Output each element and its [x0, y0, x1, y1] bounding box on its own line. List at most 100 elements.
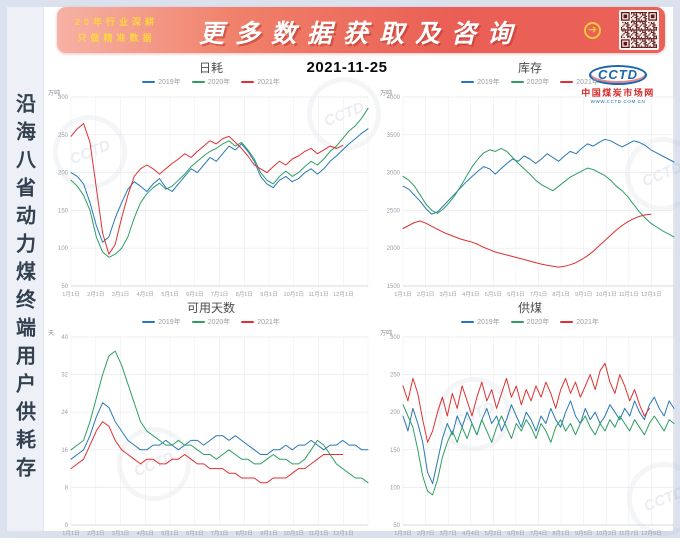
- promo-line1: 20年行业深耕: [75, 17, 159, 27]
- svg-text:32: 32: [61, 373, 68, 379]
- svg-text:万吨: 万吨: [380, 329, 392, 337]
- svg-text:万吨: 万吨: [380, 89, 392, 97]
- svg-text:9月1日: 9月1日: [575, 291, 592, 298]
- chart-title: 可用天数: [186, 301, 235, 315]
- chart-daily-consumption: 日耗 2019年 2020年 2021年 50 100 150 200 250 300 1月1日…: [47, 61, 375, 299]
- legend-item: 2019年: [461, 77, 500, 87]
- svg-text:300: 300: [58, 95, 69, 101]
- svg-text:2月1日: 2月1日: [87, 291, 104, 298]
- svg-text:200: 200: [58, 171, 69, 177]
- cctd-logo-name: 中国煤炭市场网: [581, 88, 655, 98]
- legend-swatch: [191, 80, 205, 83]
- legend-item: 2021年: [560, 77, 599, 87]
- legend-swatch: [510, 320, 524, 323]
- legend-swatch: [241, 320, 255, 323]
- svg-text:8: 8: [65, 485, 69, 491]
- svg-text:9月1日: 9月1日: [260, 530, 277, 537]
- legend-item: 2020年: [191, 317, 230, 327]
- svg-text:4月1日: 4月1日: [137, 291, 154, 298]
- svg-text:4月1日: 4月1日: [137, 530, 154, 537]
- svg-text:5月1日: 5月1日: [161, 530, 178, 537]
- svg-text:200: 200: [390, 410, 401, 416]
- svg-text:4月4日: 4月4日: [462, 530, 479, 537]
- svg-text:150: 150: [58, 208, 69, 214]
- legend-swatch: [461, 320, 475, 323]
- chart-legend: 2019年 2020年 2021年: [47, 316, 375, 327]
- svg-text:1月1日: 1月1日: [62, 291, 79, 298]
- svg-text:7月4日: 7月4日: [530, 530, 547, 537]
- legend-item: 2019年: [142, 317, 181, 327]
- chart-inventory: 库存 2019年 2020年 2021年 1500 2000 2500 3000 3500 4…: [379, 61, 680, 299]
- legend-swatch: [241, 80, 255, 83]
- legend-swatch: [510, 80, 524, 83]
- svg-text:8月1日: 8月1日: [552, 530, 569, 537]
- svg-text:5月1日: 5月1日: [161, 291, 178, 298]
- legend-item: 2019年: [142, 77, 181, 87]
- svg-text:11月1日: 11月1日: [308, 291, 328, 298]
- chart-legend: 2019年 2020年 2021年: [379, 76, 680, 87]
- svg-text:12月5日: 12月5日: [641, 530, 662, 537]
- arrow-circle-icon: ➜: [584, 22, 601, 39]
- svg-text:0: 0: [65, 523, 69, 529]
- svg-text:250: 250: [58, 133, 69, 139]
- cctd-logo: CCTD 中国煤炭市场网 WWW.CCTD.COM.CN: [575, 65, 661, 104]
- legend-item: 2021年: [241, 317, 280, 327]
- chart-plot-area: 0 8 16 24 32 40 1月1日 2月1日 3月1日 4月1日 5月1日 6月1日 7月1日 8月…: [47, 328, 375, 538]
- qr-code: [619, 10, 659, 50]
- svg-text:2月1日: 2月1日: [87, 530, 104, 537]
- legend-swatch: [142, 80, 156, 83]
- legend-item: 2019年: [461, 317, 500, 327]
- svg-text:8月1日: 8月1日: [236, 530, 253, 537]
- svg-text:4000: 4000: [387, 95, 401, 101]
- available-days-svg: 0 8 16 24 32 40 1月1日 2月1日 3月1日 4月1日 5月1日 6月1日 7月1日 8月…: [48, 330, 369, 537]
- svg-text:10月1日: 10月1日: [596, 291, 617, 298]
- svg-text:7月1日: 7月1日: [211, 291, 228, 298]
- coal-supply-svg: 50 100 150 200 250 300 1月3日 2月7日 3月7日 4月4日 5月2日 6月6…: [380, 329, 675, 537]
- svg-text:2月7日: 2月7日: [417, 530, 434, 537]
- svg-text:40: 40: [61, 335, 68, 341]
- svg-text:3000: 3000: [387, 171, 401, 177]
- svg-text:2000: 2000: [387, 246, 401, 252]
- svg-text:9月1日: 9月1日: [260, 291, 277, 298]
- svg-text:3月7日: 3月7日: [439, 530, 456, 537]
- svg-text:2500: 2500: [387, 208, 401, 214]
- svg-text:9月5日: 9月5日: [575, 530, 592, 537]
- svg-text:3月1日: 3月1日: [112, 291, 129, 298]
- legend-item: 2021年: [560, 317, 599, 327]
- legend-item: 2020年: [510, 317, 549, 327]
- left-sidebar: 沿海八省动力煤终端用户供耗存: [7, 7, 44, 531]
- report-date: 2021-11-25: [306, 59, 388, 76]
- svg-text:10月3日: 10月3日: [596, 530, 617, 537]
- chart-title: 供煤: [517, 301, 542, 315]
- svg-text:100: 100: [390, 485, 401, 491]
- promo-banner[interactable]: 20年行业深耕 只做精准数据 更多数据获取及咨询 ➜: [57, 7, 665, 53]
- legend-item: 2020年: [510, 77, 549, 87]
- svg-text:6月1日: 6月1日: [186, 291, 203, 298]
- chart-title: 日耗: [198, 61, 223, 75]
- svg-text:3月1日: 3月1日: [112, 530, 129, 537]
- svg-text:7月1日: 7月1日: [530, 291, 547, 298]
- svg-text:11月7日: 11月7日: [619, 530, 639, 537]
- legend-swatch: [560, 320, 574, 323]
- chart-available-days: 可用天数 2019年 2020年 2021年 0 8 16 24 32 40 1月1日 2月1日 3…: [47, 301, 375, 538]
- svg-text:7月1日: 7月1日: [211, 530, 228, 537]
- cctd-logo-mark: CCTD: [588, 65, 648, 85]
- svg-text:50: 50: [393, 523, 400, 529]
- legend-swatch: [560, 80, 574, 83]
- svg-text:24: 24: [61, 410, 68, 416]
- svg-text:12月1日: 12月1日: [641, 291, 662, 298]
- svg-text:1月3日: 1月3日: [394, 530, 411, 537]
- legend-item: 2021年: [241, 77, 280, 87]
- chart-legend: 2019年 2020年 2021年: [47, 76, 375, 87]
- svg-text:天: 天: [48, 330, 54, 337]
- promo-line2: 只做精准数据: [77, 33, 156, 43]
- svg-text:250: 250: [390, 373, 401, 379]
- svg-text:10月1日: 10月1日: [284, 291, 305, 298]
- chart-plot-area: 50 100 150 200 250 300 1月1日 2月1日 3月1日 4月1日 5月1日 6月1…: [47, 88, 375, 299]
- svg-text:150: 150: [390, 448, 401, 454]
- legend-swatch: [461, 80, 475, 83]
- svg-text:6月1日: 6月1日: [507, 291, 524, 298]
- report-vertical-title: 沿海八省动力煤终端用户供耗存: [12, 93, 37, 485]
- svg-text:12月1日: 12月1日: [333, 291, 354, 298]
- legend-item: 2020年: [191, 77, 230, 87]
